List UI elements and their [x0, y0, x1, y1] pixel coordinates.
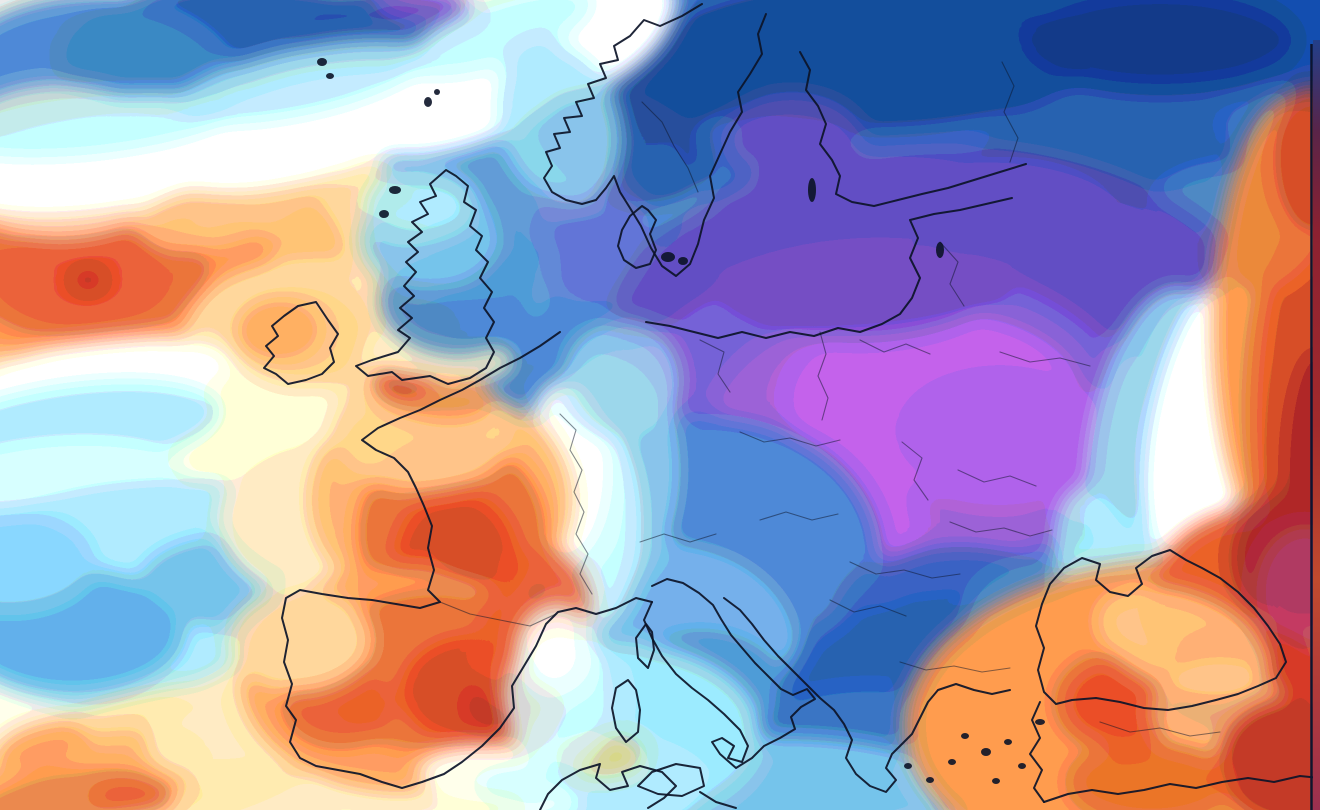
country-border: [559, 413, 593, 595]
island-dot: [326, 73, 334, 79]
anomaly-blob: [0, 721, 87, 771]
anomaly-blob: [0, 92, 232, 160]
country-border: [957, 469, 1037, 487]
country-border: [739, 431, 841, 447]
anomaly-blob: [90, 778, 174, 810]
island-dot: [948, 759, 956, 765]
anomaly-blob: [0, 508, 95, 612]
coastline: [1035, 549, 1287, 711]
island-dot: [961, 733, 969, 739]
island-dot: [434, 89, 440, 95]
country-border: [899, 661, 1011, 673]
coastline: [617, 205, 657, 269]
anomaly-blob: [562, 320, 682, 440]
island-layer: [317, 58, 1045, 784]
island-dot: [981, 748, 991, 756]
anomaly-blob: [1020, 0, 1300, 95]
anomaly-blob: [71, 268, 105, 292]
anomaly-blob: [236, 300, 320, 360]
country-border: [1099, 721, 1221, 737]
coastline: [1043, 775, 1320, 803]
anomaly-blob: [1093, 585, 1271, 699]
coastline: [1029, 701, 1045, 803]
island-dot: [389, 186, 401, 194]
coastline: [635, 623, 655, 669]
island-dot: [936, 242, 944, 258]
country-border: [999, 351, 1091, 367]
island-dot: [678, 257, 688, 265]
anomaly-blob: [925, 165, 1105, 265]
country-border: [817, 331, 829, 421]
anomaly-blob: [364, 168, 476, 240]
coastline-layer: [263, 3, 1320, 810]
coastline: [645, 197, 1013, 339]
country-border: [699, 339, 731, 393]
island-dot: [992, 778, 1000, 784]
anomaly-blob: [516, 604, 596, 696]
anomaly-blob: [1260, 532, 1320, 652]
island-dot: [424, 97, 432, 107]
anomaly-blob: [1276, 86, 1320, 230]
island-dot: [317, 58, 327, 66]
anomaly-blob: [228, 588, 372, 692]
island-dot: [1004, 739, 1012, 745]
country-border: [759, 511, 839, 521]
country-border: [439, 601, 557, 627]
anomaly-blob: [722, 95, 862, 185]
island-dot: [904, 763, 912, 769]
coastline: [281, 331, 653, 789]
country-border: [641, 101, 699, 193]
coastline: [543, 3, 767, 277]
anomaly-blob: [1220, 700, 1320, 810]
anomaly-blob: [174, 39, 430, 125]
map-edge-color-strip: [1313, 40, 1320, 810]
anomaly-blob: [474, 766, 558, 802]
coastline: [637, 763, 705, 797]
anomaly-blob: [650, 0, 1090, 130]
coastline: [723, 597, 1011, 793]
anomaly-blob: [372, 0, 468, 21]
anomaly-blob: [890, 360, 1110, 500]
coastline: [699, 791, 737, 809]
country-border: [859, 339, 931, 355]
island-dot: [661, 252, 675, 262]
coastline: [355, 169, 495, 385]
coastline: [799, 51, 1027, 207]
island-dot: [808, 178, 816, 202]
country-border: [1001, 61, 1019, 163]
country-border: [949, 521, 1053, 537]
coastline: [643, 578, 816, 769]
coastline: [539, 763, 677, 810]
country-border: [829, 599, 907, 617]
island-dot: [379, 210, 389, 218]
country-border: [901, 441, 929, 501]
anomaly-blob: [405, 0, 595, 79]
country-border: [939, 241, 965, 307]
country-border: [849, 561, 961, 579]
coastline: [611, 679, 641, 743]
admin-border-layer: [439, 61, 1221, 737]
island-dot: [1035, 719, 1045, 725]
coastline: [263, 301, 339, 385]
island-dot: [1018, 763, 1026, 769]
country-border: [639, 533, 717, 543]
island-dot: [926, 777, 934, 783]
